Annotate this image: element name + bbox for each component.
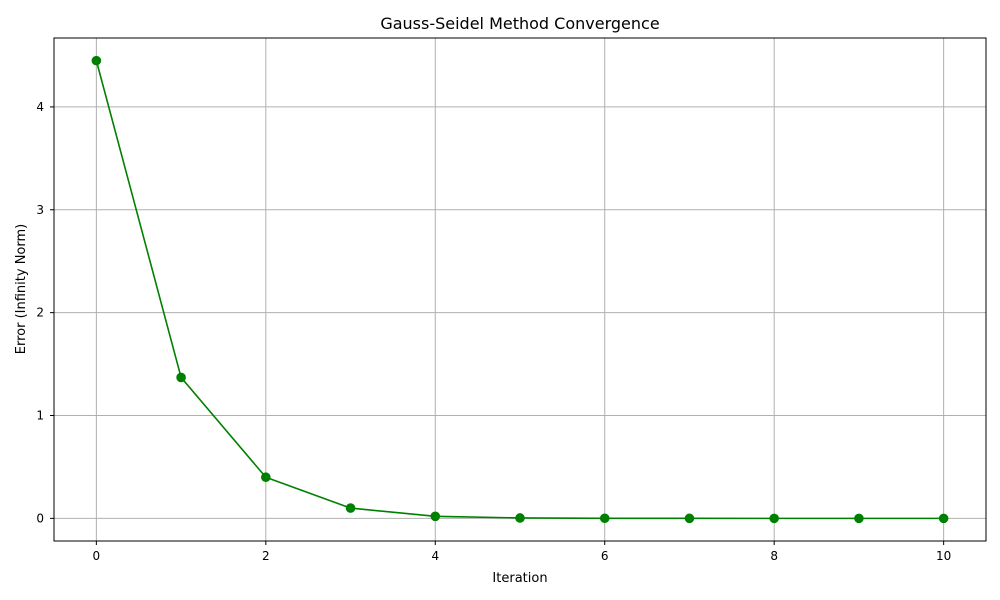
data-point-marker [91, 55, 102, 66]
data-point-marker [769, 513, 779, 524]
data-point-marker [515, 513, 525, 523]
x-tick-label: 6 [601, 549, 609, 563]
tick-layer: 0 2 4 6 8 10 0 1 2 3 4 [36, 100, 951, 563]
plot-frame [53, 37, 987, 542]
y-tick-label: 1 [36, 409, 44, 423]
x-tick-label: 4 [431, 549, 439, 563]
data-point-marker [430, 511, 441, 522]
y-axis-label: Error (Infinity Norm) [14, 224, 29, 354]
chart-title: Gauss-Seidel Method Convergence [380, 14, 659, 33]
x-tick-label: 8 [770, 549, 778, 563]
data-point-marker [345, 503, 356, 513]
data-point-marker [599, 513, 610, 524]
x-axis-label: Iteration [492, 571, 547, 586]
y-tick-label: 3 [36, 203, 44, 217]
series-layer [91, 55, 949, 524]
x-tick-label: 0 [93, 549, 101, 563]
plot-area [54, 38, 986, 541]
data-point-marker [684, 513, 695, 524]
y-tick-label: 2 [36, 306, 44, 320]
y-tick-label: 0 [36, 511, 44, 525]
data-point-marker [176, 372, 186, 383]
x-tick-label: 10 [936, 549, 951, 563]
y-tick-label: 4 [36, 100, 44, 114]
data-point-marker [854, 513, 864, 524]
data-point-marker [938, 513, 949, 524]
x-tick-label: 2 [262, 549, 270, 563]
data-point-marker [261, 472, 271, 483]
